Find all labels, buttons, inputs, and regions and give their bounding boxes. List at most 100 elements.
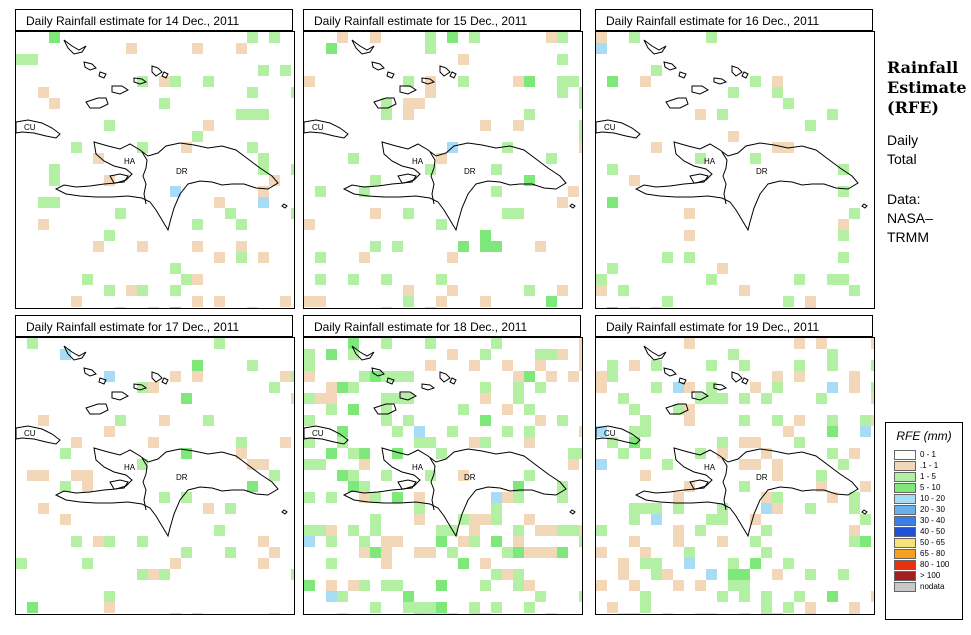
rain-cell xyxy=(491,514,502,525)
rain-cell xyxy=(403,285,414,296)
rain-cell xyxy=(629,536,640,547)
heading-line-1: Rainfall xyxy=(887,58,959,77)
rainfall-panel: Daily Rainfall estimate for 19 Dec., 201… xyxy=(595,315,875,615)
rain-cell xyxy=(315,252,326,263)
rain-cell xyxy=(838,459,849,470)
rain-cell xyxy=(315,525,326,536)
rain-cell xyxy=(871,382,874,393)
rain-cell xyxy=(315,186,326,197)
rain-cell xyxy=(425,338,436,349)
rain-cell xyxy=(579,120,582,131)
rain-cell xyxy=(827,426,838,437)
rain-cell xyxy=(38,415,49,426)
rain-cell xyxy=(849,602,860,613)
rain-cell xyxy=(458,76,469,87)
rain-cell xyxy=(640,426,651,437)
rain-cell xyxy=(491,492,502,503)
rain-cell xyxy=(761,492,772,503)
rain-cell xyxy=(137,459,148,470)
rain-cell xyxy=(126,285,137,296)
rain-cell xyxy=(695,613,706,614)
rain-cell xyxy=(126,43,137,54)
dominican-republic-label: DR xyxy=(464,473,476,482)
rain-cell xyxy=(849,613,860,614)
rain-cell xyxy=(579,360,582,371)
rain-cell xyxy=(761,525,772,536)
rain-cell xyxy=(436,153,447,164)
rain-cell xyxy=(524,371,535,382)
rain-cell xyxy=(403,371,414,382)
rain-cell xyxy=(447,426,458,437)
rain-cell xyxy=(827,349,838,360)
rain-cell xyxy=(557,481,568,492)
rain-cell xyxy=(414,514,425,525)
island-coastline xyxy=(665,403,689,415)
rain-cell xyxy=(247,87,258,98)
rain-cell xyxy=(596,459,607,470)
rain-cell xyxy=(447,547,458,558)
rain-cell xyxy=(568,371,579,382)
rain-cell xyxy=(348,580,359,591)
rain-cell xyxy=(794,591,805,602)
rainfall-map: CU HA DR xyxy=(595,337,875,615)
rain-cell xyxy=(502,208,513,219)
rain-cell xyxy=(706,514,717,525)
rain-cell xyxy=(181,274,192,285)
rain-cell xyxy=(640,415,651,426)
rain-cell xyxy=(337,32,348,43)
rain-cell xyxy=(546,613,557,614)
rainfall-map: CU HA DR xyxy=(15,337,295,615)
rain-cell xyxy=(805,307,816,308)
rain-cell xyxy=(60,514,71,525)
rain-cell xyxy=(104,120,115,131)
rain-cell xyxy=(717,514,728,525)
hispaniola-coastline xyxy=(342,141,567,232)
rain-cell xyxy=(750,514,761,525)
legend-label: 0 - 1 xyxy=(920,450,937,459)
cuba-label: CU xyxy=(24,123,36,132)
rain-cell xyxy=(513,580,524,591)
rain-cell xyxy=(596,274,607,285)
rain-cell xyxy=(359,371,370,382)
rain-cell xyxy=(359,536,370,547)
rain-cell xyxy=(436,274,447,285)
rain-cell xyxy=(838,186,849,197)
rain-cell xyxy=(480,393,491,404)
rain-cell xyxy=(772,415,783,426)
rain-cell xyxy=(568,448,579,459)
rain-cell xyxy=(706,613,717,614)
rain-cell xyxy=(304,360,315,371)
island-coastline xyxy=(98,71,107,79)
island-coastline xyxy=(386,377,395,385)
rain-cell xyxy=(761,503,772,514)
rain-cell xyxy=(337,613,348,614)
rain-cell xyxy=(49,164,60,175)
rain-cell xyxy=(258,252,269,263)
rain-cell xyxy=(513,547,524,558)
rain-cell xyxy=(458,404,469,415)
rain-cell xyxy=(304,76,315,87)
rain-cell xyxy=(247,360,258,371)
rain-cell xyxy=(491,241,502,252)
rain-cell xyxy=(640,602,651,613)
rain-cell xyxy=(618,558,629,569)
hispaniola-coastline xyxy=(634,141,859,232)
rain-cell xyxy=(192,371,203,382)
rain-cell xyxy=(717,393,728,404)
rain-cell xyxy=(607,164,618,175)
rain-cell xyxy=(651,307,662,308)
rain-cell xyxy=(480,580,491,591)
rain-cell xyxy=(816,481,827,492)
panel-title: Daily Rainfall estimate for 19 Dec., 201… xyxy=(595,315,873,337)
rain-cell xyxy=(315,296,326,307)
rain-cell xyxy=(258,459,269,470)
rain-cell xyxy=(425,76,436,87)
rain-cell xyxy=(258,109,269,120)
rainfall-map: CU HA DR xyxy=(303,31,583,309)
rain-cell xyxy=(618,448,629,459)
rain-cell xyxy=(359,481,370,492)
rain-cell xyxy=(728,87,739,98)
rain-cell xyxy=(761,602,772,613)
rain-cell xyxy=(348,153,359,164)
rain-cell xyxy=(370,371,381,382)
